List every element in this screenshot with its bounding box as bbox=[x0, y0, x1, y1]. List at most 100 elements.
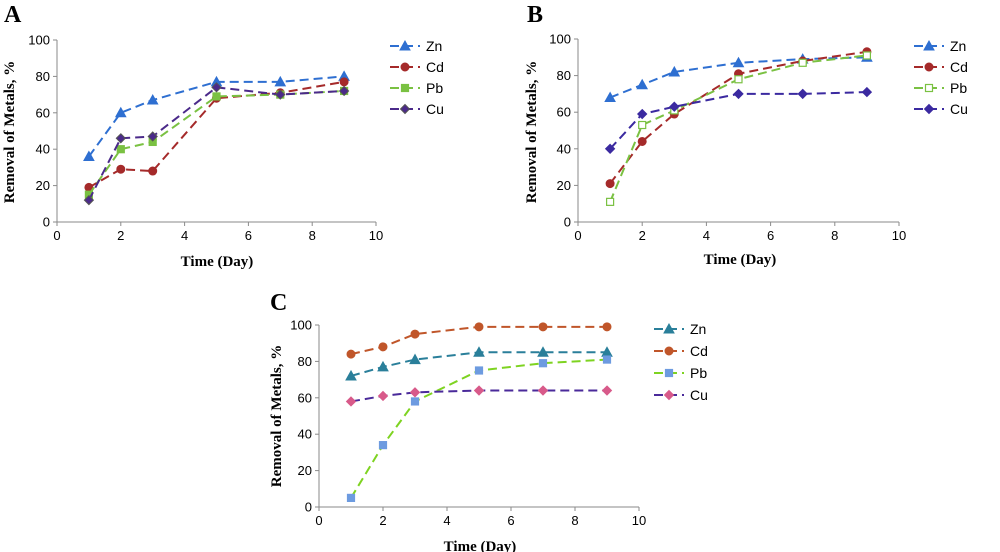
data-point-cu bbox=[473, 385, 485, 396]
y-tick-label: 60 bbox=[298, 390, 312, 405]
data-point-cu bbox=[275, 89, 286, 100]
y-axis-title: Removal of Metals, % bbox=[524, 61, 540, 203]
series-cu: Cu bbox=[83, 82, 444, 206]
x-tick-label: 0 bbox=[53, 228, 60, 243]
y-tick-label: 100 bbox=[549, 32, 571, 47]
legend-label: Cu bbox=[426, 101, 444, 117]
legend-label: Pb bbox=[426, 80, 443, 96]
x-tick-label: 2 bbox=[117, 228, 124, 243]
y-tick-label: 0 bbox=[43, 215, 50, 230]
legend-marker bbox=[400, 62, 410, 72]
x-tick-label: 2 bbox=[379, 513, 386, 528]
data-point-cu bbox=[604, 143, 616, 155]
data-point-pb bbox=[638, 120, 647, 130]
x-tick-label: 0 bbox=[574, 228, 581, 243]
y-tick-label: 20 bbox=[298, 463, 312, 478]
data-point-zn bbox=[83, 150, 95, 161]
y-tick-label: 0 bbox=[305, 500, 312, 515]
data-point-zn bbox=[345, 369, 357, 381]
series-zn: Zn bbox=[345, 321, 706, 381]
data-point-pb bbox=[538, 359, 548, 368]
panel-c: C 0 20 40 60 80 100 0 2 4 6 8 10 Time (Day) Removal of… bbox=[269, 290, 708, 552]
series-zn: Zn bbox=[83, 38, 442, 161]
legend-marker bbox=[663, 389, 675, 401]
legend-label: Zn bbox=[690, 321, 706, 337]
x-tick-label: 6 bbox=[507, 513, 514, 528]
series-pb: Pb bbox=[605, 51, 967, 206]
legend-marker bbox=[924, 62, 934, 72]
x-tick-label: 10 bbox=[369, 228, 383, 243]
legend-label: Zn bbox=[426, 38, 442, 54]
data-point-pb bbox=[605, 197, 615, 206]
y-tick-label: 40 bbox=[298, 427, 312, 442]
data-point-cu bbox=[669, 101, 680, 112]
data-point-cu bbox=[345, 396, 357, 407]
data-point-pb bbox=[734, 75, 743, 84]
data-point-cd bbox=[410, 329, 420, 339]
series-line-cd bbox=[88, 80, 345, 189]
legend-marker bbox=[924, 83, 934, 93]
data-point-zn bbox=[668, 65, 681, 77]
legend-label: Cd bbox=[950, 59, 968, 75]
y-tick-label: 20 bbox=[557, 178, 571, 193]
y-tick-label: 40 bbox=[36, 142, 50, 157]
data-point-pb bbox=[116, 145, 125, 154]
data-point-cu bbox=[147, 131, 158, 142]
data-point-zn bbox=[409, 353, 421, 365]
legend-label: Cd bbox=[690, 343, 708, 359]
x-axis-title: Time (Day) bbox=[181, 254, 254, 270]
data-point-zn bbox=[732, 56, 745, 68]
y-axis-title: Removal of Metals, % bbox=[269, 345, 285, 487]
data-point-zn bbox=[274, 75, 287, 87]
data-point-cu bbox=[733, 88, 744, 100]
legend-marker bbox=[399, 103, 411, 115]
legend-marker bbox=[923, 39, 935, 51]
data-point-cd bbox=[637, 136, 647, 146]
series-line-cu bbox=[88, 86, 345, 201]
data-point-cu bbox=[636, 108, 648, 120]
data-point-zn bbox=[636, 78, 649, 90]
data-point-zn bbox=[537, 346, 549, 357]
series-line-cu bbox=[350, 389, 607, 403]
data-point-cu bbox=[377, 390, 389, 402]
data-point-cd bbox=[339, 77, 349, 87]
data-point-pb bbox=[410, 397, 420, 406]
y-axis-title: Removal of Metals, % bbox=[2, 61, 18, 203]
legend-marker bbox=[664, 346, 674, 356]
data-point-cd bbox=[116, 164, 126, 174]
data-point-pb bbox=[862, 51, 872, 60]
data-point-cd bbox=[538, 322, 548, 332]
series-cd: Cd bbox=[84, 59, 444, 192]
y-tick-label: 40 bbox=[557, 141, 571, 156]
data-point-pb bbox=[346, 493, 356, 502]
x-axis-title: Time (Day) bbox=[444, 539, 517, 552]
data-point-cu bbox=[211, 82, 222, 93]
data-point-cd bbox=[378, 342, 388, 352]
data-point-cu bbox=[797, 88, 808, 100]
legend-label: Zn bbox=[950, 38, 966, 54]
data-point-zn bbox=[146, 94, 159, 105]
panel-b: B 0 20 40 60 80 100 0 2 4 6 8 10 Time (Day) Removal of… bbox=[524, 2, 968, 268]
x-tick-label: 4 bbox=[703, 228, 710, 243]
legend-label: Pb bbox=[690, 365, 707, 381]
x-tick-label: 8 bbox=[571, 513, 578, 528]
legend-marker bbox=[399, 39, 411, 51]
y-tick-label: 100 bbox=[28, 33, 50, 48]
data-point-cu bbox=[861, 86, 873, 98]
data-point-pb bbox=[474, 366, 484, 375]
y-tick-label: 0 bbox=[564, 215, 571, 230]
data-point-cd bbox=[602, 322, 612, 332]
series-line-zn bbox=[88, 75, 345, 158]
series-zn: Zn bbox=[604, 38, 966, 103]
series-line-cd bbox=[350, 325, 607, 356]
x-tick-label: 4 bbox=[181, 228, 188, 243]
data-point-cu bbox=[537, 385, 549, 396]
legend-label: Cu bbox=[950, 101, 968, 117]
y-tick-label: 60 bbox=[36, 105, 50, 120]
data-point-pb bbox=[378, 441, 388, 450]
y-tick-label: 80 bbox=[36, 69, 50, 84]
data-point-pb bbox=[602, 355, 612, 364]
data-point-cd bbox=[605, 179, 615, 189]
x-axis-title: Time (Day) bbox=[704, 252, 777, 268]
